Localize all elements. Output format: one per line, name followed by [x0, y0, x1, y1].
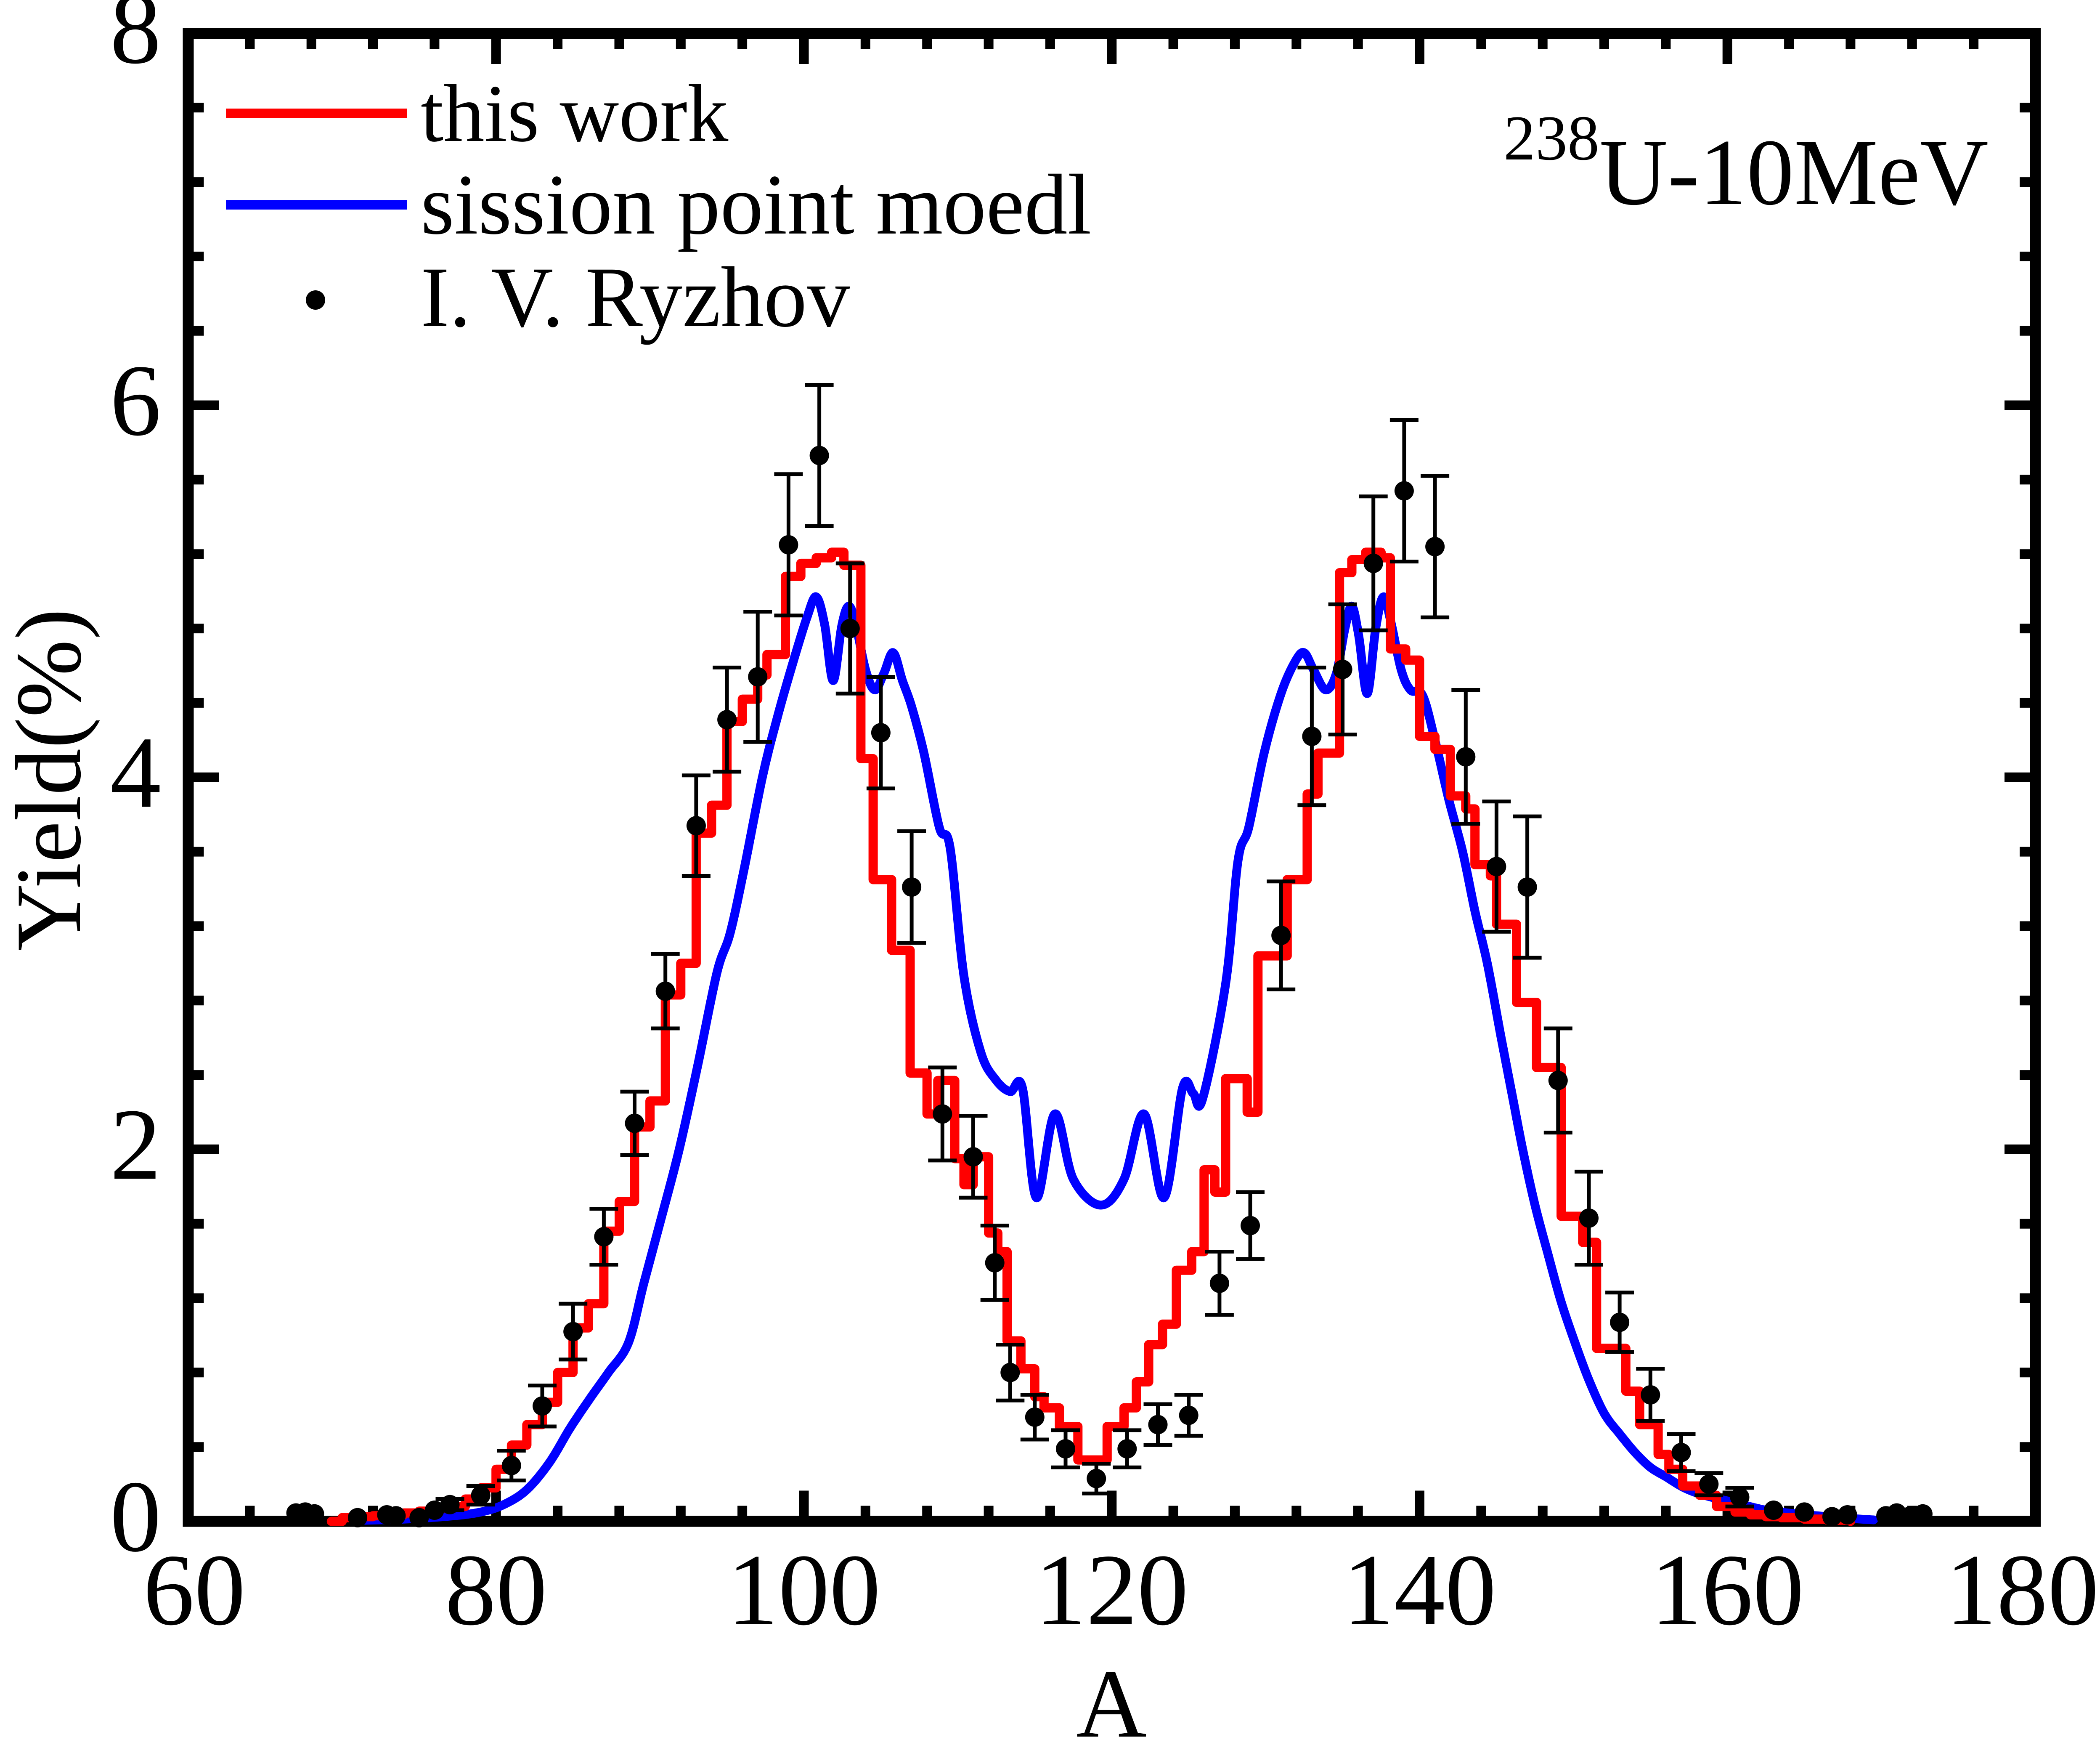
- svg-text:8: 8: [110, 0, 162, 85]
- svg-text:120: 120: [1035, 1533, 1189, 1647]
- svg-text:60: 60: [143, 1533, 246, 1647]
- svg-text:100: 100: [727, 1533, 881, 1647]
- svg-text:80: 80: [445, 1533, 547, 1647]
- svg-text:140: 140: [1343, 1533, 1496, 1647]
- svg-text:A: A: [1076, 1650, 1147, 1737]
- svg-text:4: 4: [110, 715, 162, 829]
- svg-text:this work: this work: [421, 68, 729, 159]
- svg-text:2: 2: [110, 1087, 162, 1201]
- svg-text:180: 180: [1946, 1533, 2099, 1647]
- svg-text:sission point moedl: sission point moedl: [421, 157, 1092, 252]
- svg-text:I. V. Ryzhov: I. V. Ryzhov: [421, 250, 850, 345]
- svg-text:0: 0: [110, 1460, 162, 1573]
- svg-text:6: 6: [110, 343, 162, 457]
- svg-text:160: 160: [1651, 1533, 1804, 1647]
- svg-text:Yield(%): Yield(%): [0, 608, 101, 951]
- svg-text:238U-10MeV: 238U-10MeV: [1503, 103, 1989, 225]
